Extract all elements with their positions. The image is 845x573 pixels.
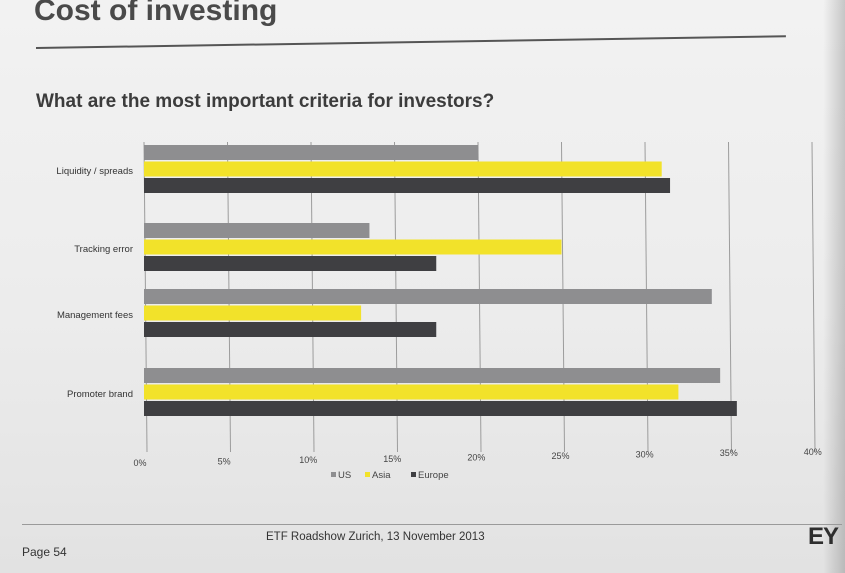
gridline — [811, 141, 816, 453]
gridline — [728, 141, 732, 453]
footer-divider — [22, 524, 842, 525]
bar-europe — [144, 401, 737, 416]
legend-label: Europe — [418, 470, 449, 481]
category-label: Promoter brand — [67, 389, 133, 400]
bar-europe — [144, 178, 671, 193]
x-tick-label: 10% — [299, 455, 317, 465]
slide-title: Cost of investing — [34, 0, 278, 27]
bar-europe — [144, 322, 437, 337]
bar-us — [144, 289, 712, 304]
bar-asia — [144, 305, 362, 321]
bar-asia — [144, 161, 662, 177]
x-tick-label: 15% — [383, 454, 401, 464]
x-tick-label: 35% — [720, 448, 738, 458]
category-label: Tracking error — [74, 244, 133, 255]
ey-logo: EY — [808, 523, 839, 550]
legend-label: US — [338, 470, 351, 481]
chart-subtitle: What are the most important criteria for… — [36, 91, 495, 112]
x-tick-label: 40% — [804, 447, 822, 457]
x-tick-label: 25% — [551, 451, 569, 461]
bar-us — [144, 368, 721, 383]
legend-label: Asia — [372, 470, 391, 481]
category-label: Management fees — [57, 310, 133, 321]
x-tick-label: 5% — [218, 457, 231, 467]
legend-swatch-us — [331, 472, 336, 477]
legend-swatch-europe — [411, 472, 416, 477]
x-tick-label: 30% — [636, 450, 654, 460]
bar-us — [144, 223, 370, 238]
x-tick-label: 20% — [467, 452, 485, 462]
category-label: Liquidity / spreads — [56, 166, 133, 177]
edge-shadow — [823, 0, 845, 573]
legend-swatch-asia — [365, 472, 370, 477]
bar-us — [144, 145, 478, 160]
bar-europe — [144, 256, 437, 271]
bar-asia — [144, 384, 679, 400]
bar-asia — [144, 239, 562, 255]
x-tick-label: 0% — [133, 458, 146, 468]
page-number: Page 54 — [22, 545, 67, 559]
footer-event: ETF Roadshow Zurich, 13 November 2013 — [266, 531, 485, 543]
